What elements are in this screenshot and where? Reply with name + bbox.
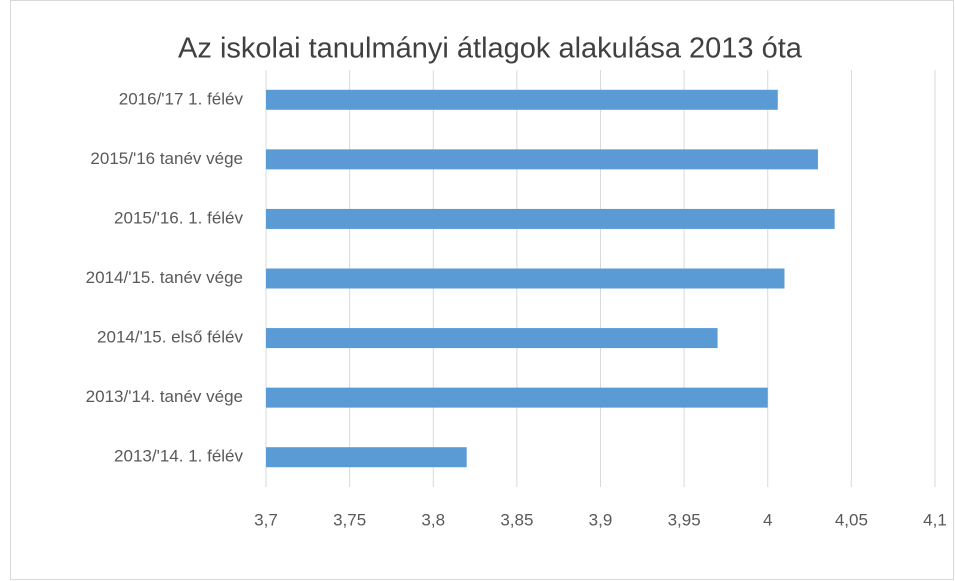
y-tick-label: 2013/'14. 1. félév [114,447,243,466]
x-tick-label: 4,05 [835,510,868,529]
bar [266,328,718,349]
y-tick-label: 2014/'15. első félév [97,328,243,347]
x-tick-label: 3,85 [500,510,533,529]
x-tick-label: 4,1 [923,510,947,529]
y-tick-label: 2015/'16. 1. félév [114,208,243,227]
x-tick-label: 3,9 [589,510,613,529]
x-tick-label: 3,75 [333,510,366,529]
bar [266,268,785,289]
y-tick-label: 2013/'14. tanév vége [86,387,243,406]
x-tick-label: 3,7 [254,510,278,529]
x-tick-label: 3,8 [421,510,445,529]
x-tick-label: 3,95 [668,510,701,529]
bar [266,208,835,229]
y-tick-label: 2014/'15. tanév vége [86,268,243,287]
y-tick-label: 2016/'17 1. félév [119,89,244,108]
chart-title: Az iskolai tanulmányi átlagok alakulása … [178,33,803,65]
x-tick-label: 4 [763,510,772,529]
y-tick-label: 2015/'16 tanév vége [90,149,243,168]
bar [266,447,467,468]
bar [266,89,778,110]
bar [266,149,818,170]
chart-border [10,0,954,580]
bar [266,387,768,408]
